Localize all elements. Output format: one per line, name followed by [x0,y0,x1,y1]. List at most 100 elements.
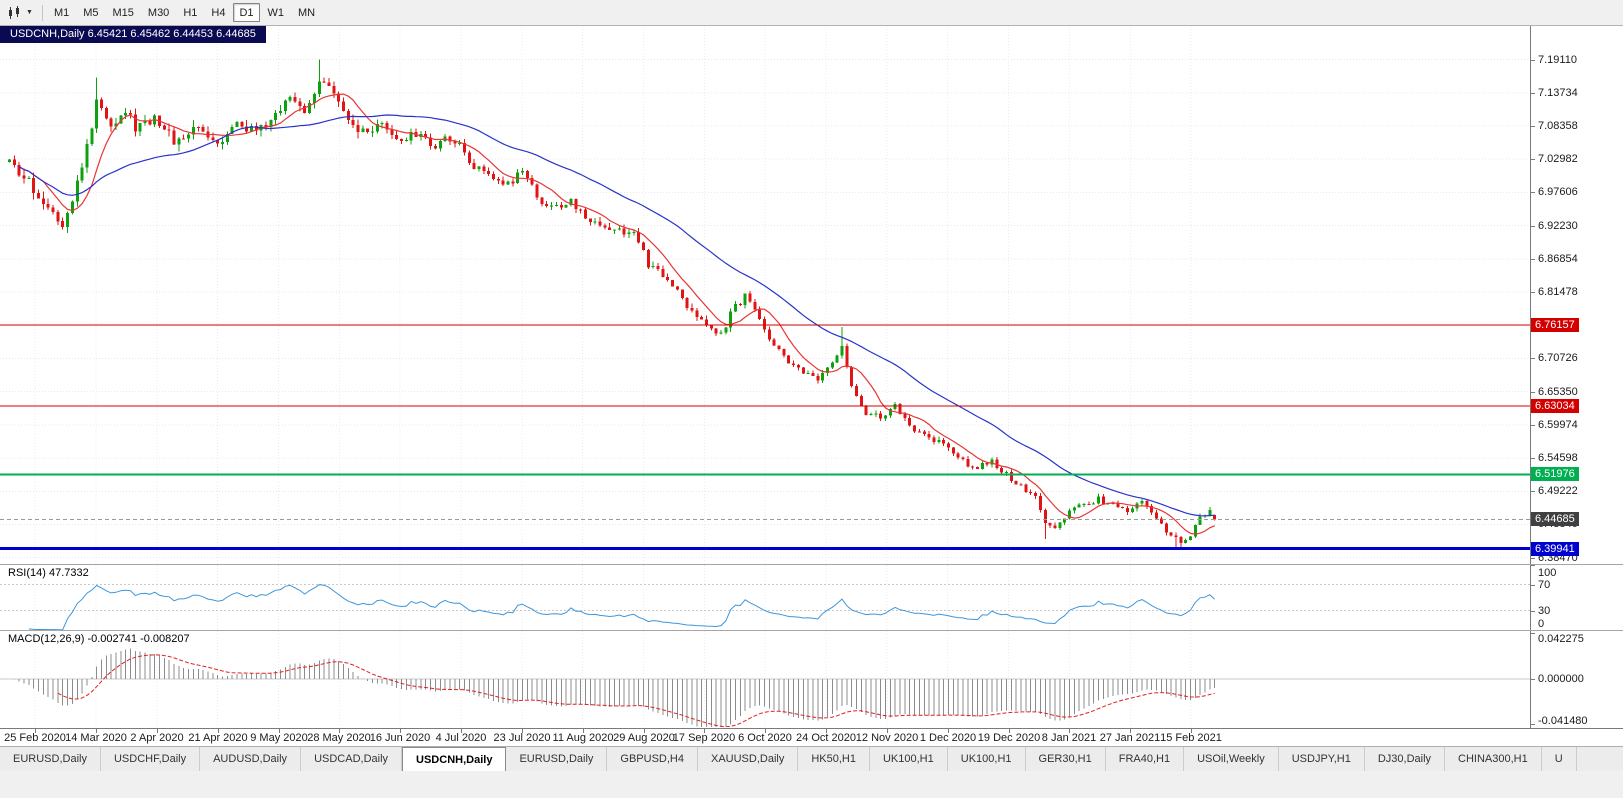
time-axis-tick [644,729,645,733]
symbol-tab-ger30-h1[interactable]: GER30,H1 [1025,747,1106,771]
macd-axis-label: 0.000000 [1538,673,1584,685]
time-axis-tick [1009,729,1010,733]
time-axis-label: 16 Jun 2020 [369,732,431,744]
time-axis-label: 6 Oct 2020 [738,732,792,744]
symbol-tab-eurusd-daily[interactable]: EURUSD,Daily [506,747,608,771]
chart-type-dropdown-icon[interactable]: ▼ [26,9,33,16]
macd-pane[interactable] [0,631,1530,727]
candles-layer [8,59,1217,550]
time-axis-tick [522,729,523,733]
time-axis-tick [400,729,401,733]
time-axis-label: 23 Jul 2020 [493,732,551,744]
timeframe-button-d1[interactable]: D1 [233,3,260,22]
timeframe-button-h4[interactable]: H4 [211,6,226,19]
pane-separator[interactable] [0,630,1623,631]
time-axis-tick [35,729,36,733]
price-axis-label: 6.81478 [1538,286,1578,298]
price-axis-tick [1531,192,1535,193]
top-toolbar: ▼ M1 M5 M15 M30 H1 H4 D1 W1 MN [0,0,1623,26]
price-axis-label: 6.92230 [1538,220,1578,232]
main-price-chart[interactable] [0,26,1530,564]
time-axis-tick [157,729,158,733]
symbol-tab-uk100-h1[interactable]: UK100,H1 [869,747,948,771]
price-axis-tick [1531,60,1535,61]
time-axis[interactable]: 25 Feb 2020 14 Mar 2020 2 Apr 2020 21 Apr 2… [0,728,1623,746]
horizontal-lines-layer [0,324,1530,551]
symbol-tab-uk100-h1[interactable]: UK100,H1 [947,747,1026,771]
time-axis-tick [583,729,584,733]
time-axis-label: 14 Mar 2020 [65,732,127,744]
symbol-tab-eurusd-daily[interactable]: EURUSD,Daily [0,747,101,771]
symbol-tab-hk50-h1[interactable]: HK50,H1 [798,747,870,771]
price-axis-tick [1531,226,1535,227]
rsi-axis-tick [1531,565,1535,566]
time-axis-tick [1130,729,1131,733]
rsi-line [28,584,1216,630]
symbol-tab-usdchf-daily[interactable]: USDCHF,Daily [100,747,201,771]
price-axis-label: 7.19110 [1538,54,1577,66]
symbol-tab-usdcad-daily[interactable]: USDCAD,Daily [301,747,403,771]
time-axis-label: 17 Sep 2020 [672,732,736,744]
pane-separator[interactable] [0,564,1623,565]
current-price-label: 6.44685 [1531,512,1579,526]
timeframe-button-m15[interactable]: M15 [112,6,134,19]
ma-34-line [18,114,1215,517]
macd-axis-tick [1531,724,1535,725]
price-axis-tick [1531,93,1535,94]
time-axis-tick [279,729,280,733]
price-axis[interactable]: 7.19110 7.13734 7.08358 7.02982 6.97606 6.922… [1530,26,1623,728]
timeframe-button-m1[interactable]: M1 [53,6,70,19]
time-axis-label: 12 Nov 2020 [855,732,919,744]
symbol-tab-fra40-h1[interactable]: FRA40,H1 [1105,747,1185,771]
time-axis-tick [218,729,219,733]
price-axis-label: 6.65350 [1538,386,1578,398]
price-axis-tick [1531,259,1535,260]
timeframe-button-w1[interactable]: W1 [267,6,285,19]
hline-price-label: 6.39941 [1531,542,1579,556]
symbol-tab-u[interactable]: U [1541,747,1577,771]
timeframe-button-mn[interactable]: MN [298,6,316,19]
symbol-tab-china300-h1[interactable]: CHINA300,H1 [1445,747,1542,771]
price-axis-label: 7.08358 [1538,120,1578,132]
time-axis-tick [96,729,97,733]
timeframe-button-m5[interactable]: M5 [83,6,99,19]
rsi-axis-label: 30 [1538,605,1551,617]
symbol-tab-dj30-daily[interactable]: DJ30,Daily [1364,747,1446,771]
price-axis-label: 6.59974 [1538,419,1578,431]
time-axis-label: 27 Jan 2021 [1099,732,1161,744]
time-axis-label: 8 Jan 2021 [1041,732,1097,744]
time-axis-tick [339,729,340,733]
macd-indicator-label: MACD(12,26,9) -0.002741 -0.008207 [8,633,190,645]
main-grid [0,26,1530,564]
chart-title-tab: USDCNH,Daily 6.45421 6.45462 6.44453 6.4… [0,26,266,43]
time-axis-label: 28 May 2020 [307,732,371,744]
chart-type-icon[interactable] [5,4,25,22]
symbol-tab-usoil-weekly[interactable]: USOil,Weekly [1184,747,1279,771]
time-axis-tick [461,729,462,733]
rsi-indicator-label: RSI(14) 47.7332 [8,567,89,579]
price-axis-label: 6.49222 [1538,485,1578,497]
symbol-tab-usdjpy-h1[interactable]: USDJPY,H1 [1278,747,1365,771]
symbol-tab-usdcnh-daily[interactable]: USDCNH,Daily [402,747,507,771]
status-strip [0,771,1623,798]
symbol-tab-audusd-daily[interactable]: AUDUSD,Daily [200,747,302,771]
symbol-tab-gbpusd-h4[interactable]: GBPUSD,H4 [607,747,698,771]
price-axis-label: 6.70726 [1538,352,1578,364]
time-axis-tick [826,729,827,733]
symbol-tab-xauusd-daily[interactable]: XAUUSD,Daily [697,747,799,771]
price-axis-tick [1531,358,1535,359]
price-axis-label: 7.02982 [1538,153,1578,165]
timeframe-button-m30[interactable]: M30 [147,6,170,19]
hline-price-label: 6.51976 [1531,467,1579,481]
time-axis-label: 4 Jul 2020 [435,732,487,744]
price-axis-tick [1531,458,1535,459]
rsi-pane[interactable] [0,565,1530,630]
time-axis-tick [1191,729,1192,733]
rsi-axis-label: 70 [1538,579,1551,591]
rsi-axis-label: 0 [1538,618,1545,630]
time-axis-tick [765,729,766,733]
macd-axis-label: 0.042275 [1538,633,1584,645]
timeframe-button-h1[interactable]: H1 [183,6,198,19]
price-axis-tick [1531,292,1535,293]
time-axis-label: 19 Dec 2020 [977,732,1041,744]
